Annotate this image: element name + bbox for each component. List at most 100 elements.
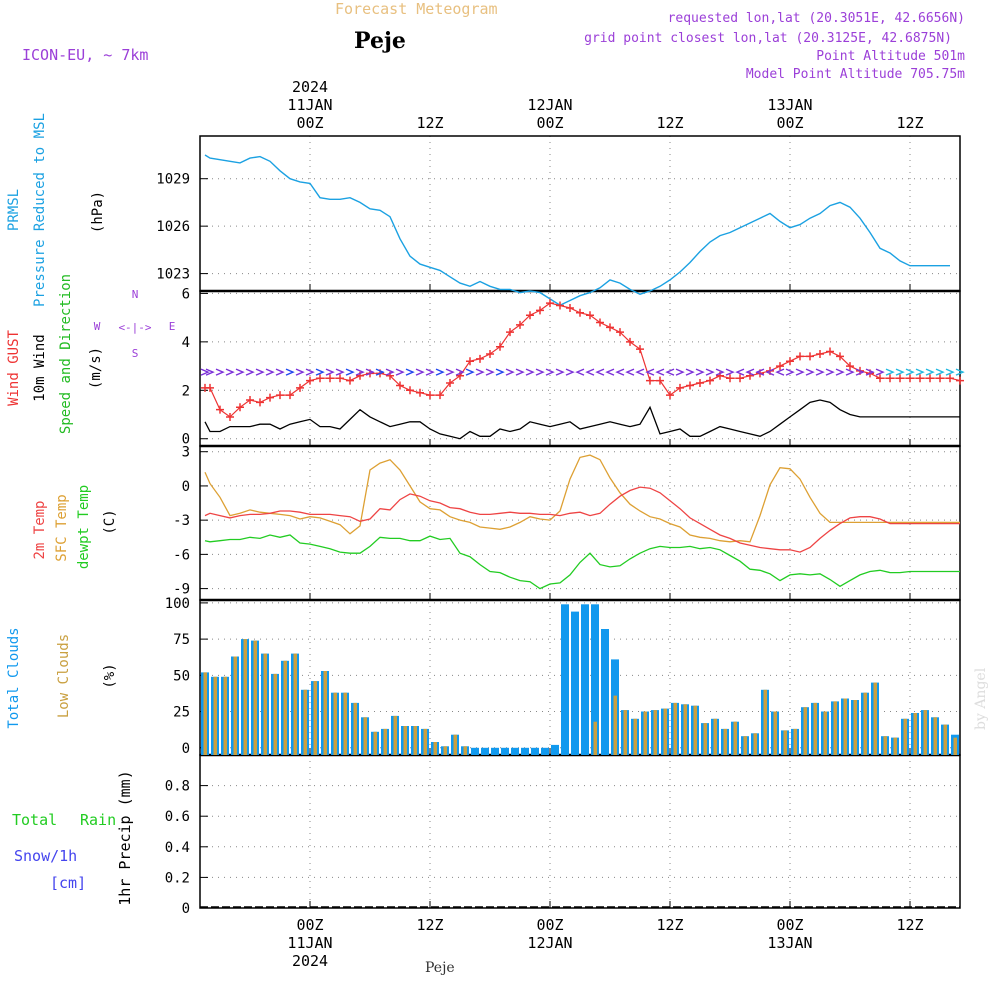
wind-direction-arrow — [625, 368, 635, 376]
wind-direction-arrow — [445, 368, 455, 376]
y-tick-label: 1026 — [156, 219, 190, 235]
wind-direction-arrow — [785, 368, 795, 376]
wind-direction-arrow — [695, 368, 705, 376]
wind-direction-arrow — [765, 368, 775, 376]
location-title: Peje — [354, 28, 406, 54]
gust-marker — [276, 391, 284, 400]
wind-direction-arrow — [455, 368, 465, 376]
wind-direction-arrow — [855, 368, 865, 376]
wind-direction-arrow — [955, 368, 965, 376]
y-tick-label: 2 — [182, 383, 190, 399]
wind-direction-arrow — [745, 368, 755, 376]
wind-direction-arrow — [655, 368, 665, 376]
gust-marker — [726, 374, 734, 383]
gust-marker — [296, 383, 304, 392]
panel-frame — [199, 754, 961, 909]
top-time-label: 11JAN — [287, 96, 332, 114]
wind-direction-arrow — [535, 368, 545, 376]
temp-units: (C) — [102, 509, 118, 534]
top-time-label: 00Z — [776, 114, 803, 132]
precip-rain-label: Rain — [80, 811, 116, 829]
wind-direction-arrow — [335, 368, 345, 376]
wind-direction-arrow — [285, 368, 295, 376]
gust-marker — [706, 376, 714, 385]
wind-direction-arrow — [515, 368, 525, 376]
pressure-label-1: PRMSL — [6, 189, 22, 231]
low-cloud-bar — [333, 692, 337, 755]
gust-marker — [406, 386, 414, 395]
gust-marker — [486, 349, 494, 358]
gust-marker — [826, 347, 834, 356]
gust-marker — [626, 337, 634, 346]
gust-marker — [616, 328, 624, 337]
wind-direction-arrow — [355, 368, 365, 376]
gust-marker — [216, 405, 224, 414]
gust-marker — [916, 374, 924, 383]
compass-n: N — [132, 288, 139, 301]
y-tick-label: -3 — [173, 513, 190, 529]
gust-marker — [256, 398, 264, 407]
gust-marker — [656, 376, 664, 385]
gust-marker — [666, 391, 674, 400]
gust-marker — [936, 374, 944, 383]
wind-direction-arrow — [565, 368, 575, 376]
wind-direction-arrow — [915, 368, 925, 376]
low-cloud-bar — [913, 713, 917, 755]
wind-direction-arrow — [495, 368, 505, 376]
wind-units: (m/s) — [88, 347, 104, 389]
total-cloud-bar — [541, 747, 549, 755]
top-time-label: 00Z — [296, 114, 323, 132]
gust-marker — [426, 391, 434, 400]
compass-s: S — [132, 347, 139, 360]
gust-line — [205, 302, 961, 418]
wind-direction-arrow — [755, 368, 765, 376]
low-cloud-bar — [713, 718, 717, 755]
pressure-units: (hPa) — [90, 191, 106, 233]
gust-marker — [576, 308, 584, 317]
wind-direction-arrow — [205, 368, 215, 376]
wind-direction-arrow — [905, 368, 915, 376]
low-cloud-bar — [613, 695, 617, 755]
y-tick-label: 6 — [182, 286, 190, 302]
wind-direction-arrow — [385, 368, 395, 376]
low-cloud-bar — [843, 698, 847, 755]
gust-marker — [686, 381, 694, 390]
wind-direction-arrow — [425, 368, 435, 376]
wind-direction-arrow — [645, 368, 655, 376]
gust-marker — [846, 362, 854, 371]
sfc-label: SFC Temp — [54, 494, 70, 561]
y-tick-label: 0.6 — [165, 809, 190, 825]
low-cloud-bar — [663, 708, 667, 755]
gust-marker — [876, 374, 884, 383]
gust-marker — [236, 403, 244, 412]
low-cloud-bar — [423, 728, 427, 755]
wind-direction-arrow — [705, 368, 715, 376]
low-cloud-bar — [833, 701, 837, 755]
wind-label: 10m Wind — [32, 334, 48, 401]
top-time-label: 12Z — [416, 114, 443, 132]
total-clouds-label: Total Clouds — [6, 627, 22, 728]
low-cloud-bar — [813, 702, 817, 755]
low-cloud-bar — [793, 728, 797, 755]
bottom-time-label: 12Z — [896, 916, 923, 934]
gust-marker — [206, 383, 214, 392]
low-cloud-bar — [393, 715, 397, 755]
y-tick-label: 4 — [182, 335, 190, 351]
low-cloud-bar — [453, 734, 457, 755]
gust-marker — [516, 320, 524, 329]
low-cloud-bar — [233, 656, 237, 755]
gust-marker — [596, 318, 604, 327]
precip-total-label: Total — [12, 811, 57, 829]
wind-direction-arrow — [685, 368, 695, 376]
low-cloud-bar — [633, 718, 637, 755]
low-cloud-bar — [273, 673, 277, 755]
top-time-label: 2024 — [292, 78, 328, 96]
low-cloud-bar — [773, 711, 777, 755]
low-cloud-bar — [873, 682, 877, 755]
low-cloud-bar — [923, 710, 927, 755]
low-cloud-bar — [673, 702, 677, 755]
gust-marker — [506, 328, 514, 337]
gust-marker — [336, 374, 344, 383]
gust-marker — [246, 395, 254, 404]
total-cloud-bar — [491, 747, 499, 755]
